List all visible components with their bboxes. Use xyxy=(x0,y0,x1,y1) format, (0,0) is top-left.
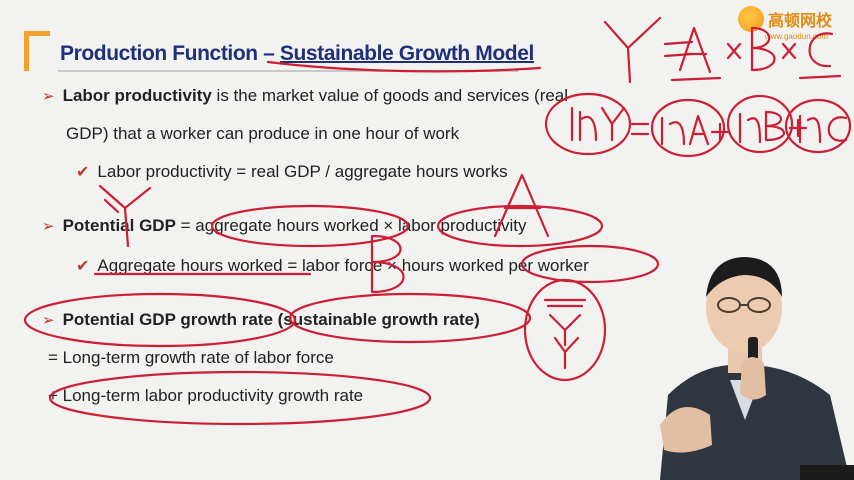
check-icon: ✔ xyxy=(76,258,90,275)
agg-hours-text: Aggregate hours worked = labor force × h… xyxy=(97,256,589,275)
growth-rate-paren: (sustainable growth rate) xyxy=(272,310,480,329)
ink-times-2 xyxy=(781,42,797,60)
gaodun-logo-icon xyxy=(737,6,764,32)
gaodun-logo: 高顿网校 xyxy=(737,6,832,32)
ink-times-1 xyxy=(726,42,742,60)
ink-plus-1 xyxy=(710,122,730,142)
ink-A xyxy=(678,26,712,74)
title-part1: Production Function – xyxy=(60,42,280,65)
bullet-growth-rate: ➢ Potential GDP growth rate (sustainable … xyxy=(42,310,480,330)
term-potential-gdp: Potential GDP xyxy=(62,216,176,235)
ink-lnC xyxy=(798,114,848,144)
sub-bullet-labor-formula: ✔ Labor productivity = real GDP / aggrega… xyxy=(76,162,508,182)
page-title: Production Function – Sustainable Growth… xyxy=(60,42,534,66)
logo-url: www.gaodun.com xyxy=(764,32,828,41)
logo-text: 高顿网校 xyxy=(767,13,832,30)
growth-line-labor-force: = Long-term growth rate of labor force xyxy=(48,348,334,367)
ink-lnB xyxy=(738,110,786,144)
ink-dy-over-y xyxy=(543,298,587,370)
ink-plus-2 xyxy=(788,118,808,138)
arrow-right-icon: ➢ xyxy=(42,88,55,105)
ink-circle-lnB xyxy=(726,94,794,154)
title-bracket-decoration xyxy=(24,31,50,71)
ink-equals xyxy=(663,40,694,58)
ink-circle-dy-over-y xyxy=(523,278,607,382)
check-icon: ✔ xyxy=(76,164,90,181)
ink-lnY xyxy=(570,106,650,142)
sub-bullet-agg-hours: ✔ Aggregate hours worked = labor force × … xyxy=(76,256,589,276)
potential-gdp-def: = aggregate hours worked × labor product… xyxy=(175,216,527,235)
title-part2: Sustainable Growth Model xyxy=(279,42,534,65)
ink-circle-lnC xyxy=(784,98,852,154)
ink-lnA xyxy=(660,114,710,146)
ink-C-underline xyxy=(798,74,842,80)
ink-A-underline xyxy=(670,76,722,82)
presenter-video xyxy=(660,257,854,480)
labor-formula-text: Labor productivity = real GDP / aggregat… xyxy=(97,162,508,181)
term-labor-productivity: Labor productivity xyxy=(62,86,212,105)
term-growth-rate: Potential GDP growth rate xyxy=(62,310,273,329)
ink-Y-top xyxy=(603,16,662,84)
labor-productivity-def: is the market value of goods and service… xyxy=(211,86,569,105)
bullet-labor-productivity: ➢ Labor productivity is the market value … xyxy=(42,86,568,106)
title-divider xyxy=(58,70,518,72)
bullet-potential-gdp: ➢ Potential GDP = aggregate hours worked … xyxy=(42,216,527,236)
arrow-right-icon: ➢ xyxy=(42,312,55,329)
arrow-right-icon: ➢ xyxy=(42,218,55,235)
labor-productivity-def-cont: GDP) that a worker can produce in one ho… xyxy=(66,124,460,143)
growth-line-productivity: + Long-term labor productivity growth ra… xyxy=(48,386,364,405)
ink-circle-lnA xyxy=(650,98,726,158)
